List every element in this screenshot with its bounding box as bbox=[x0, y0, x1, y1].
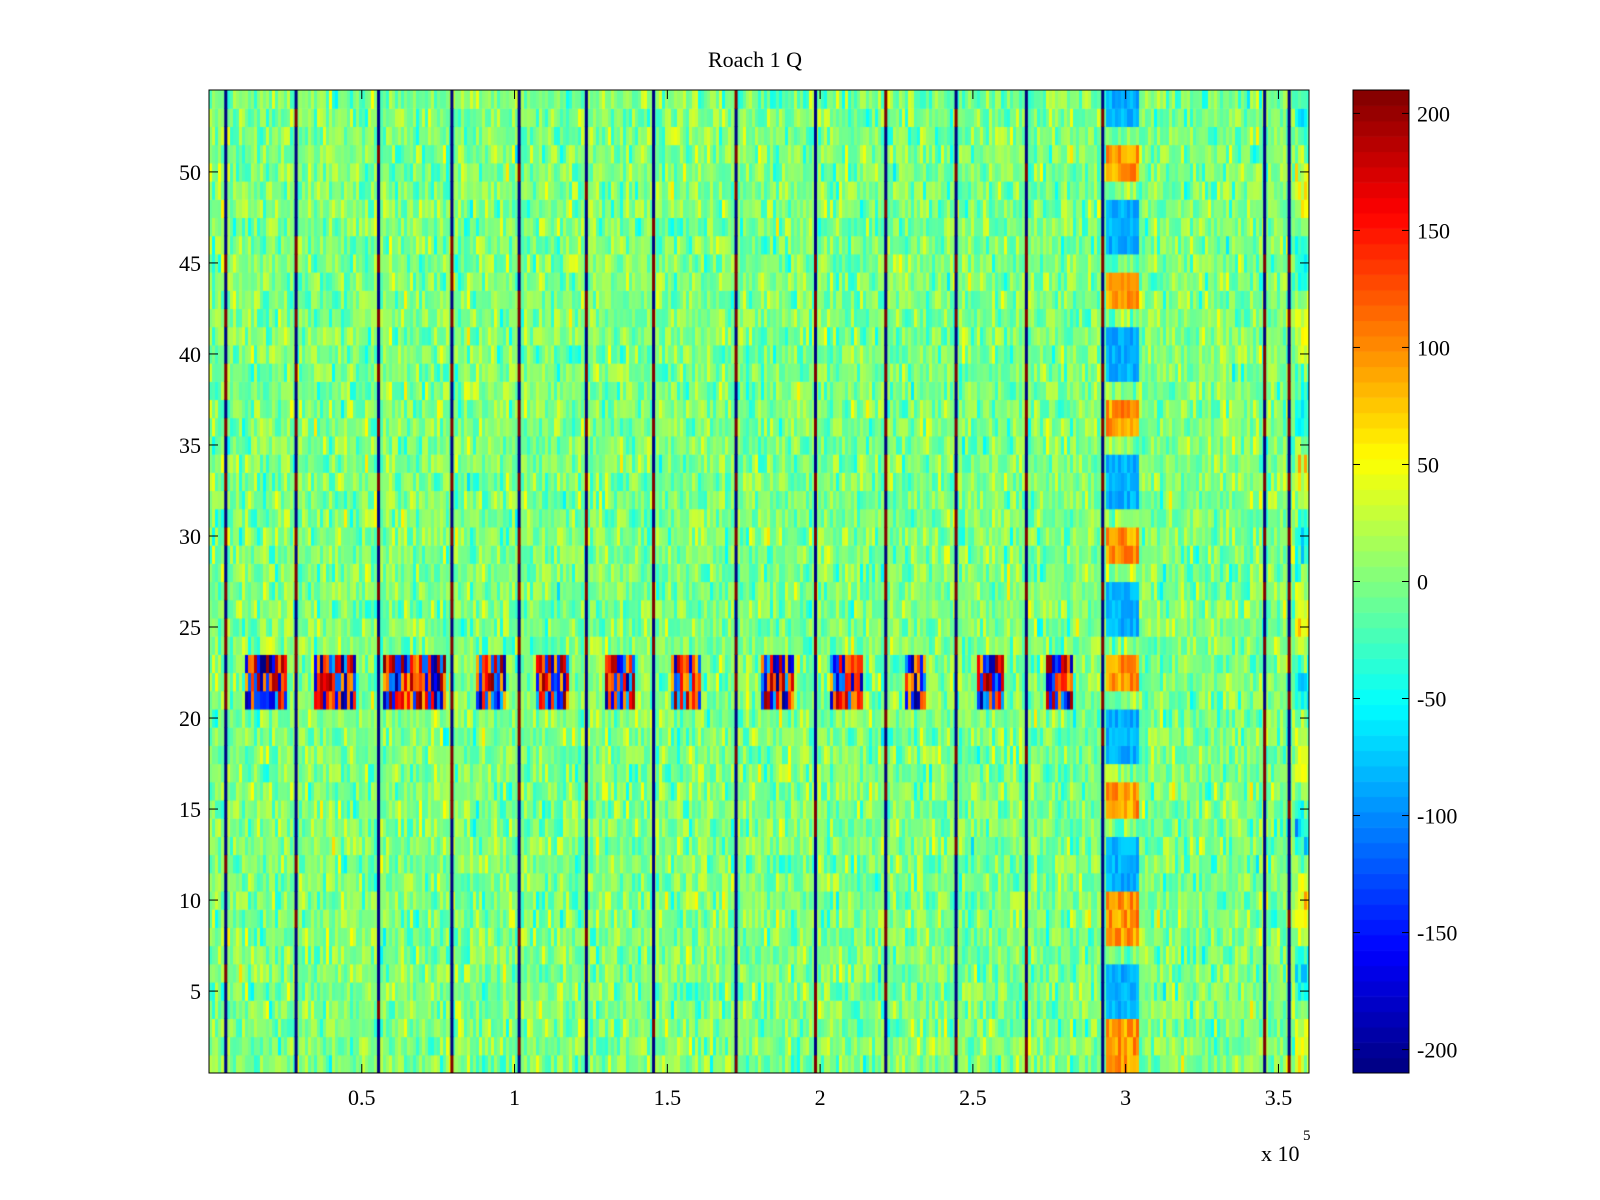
y-tick-label: 35 bbox=[179, 433, 201, 458]
colorbar-tick-label: 50 bbox=[1417, 452, 1439, 477]
y-tick-label: 45 bbox=[179, 251, 201, 276]
x-tick-label: 1 bbox=[509, 1085, 520, 1110]
colorbar-tick-label: -50 bbox=[1417, 687, 1446, 712]
colorbar-tick-label: -150 bbox=[1417, 921, 1457, 946]
colorbar-axes: -200 -150 -100 -50 0 50 100 150 200 bbox=[1352, 89, 1457, 1074]
x-tick-label: 2.5 bbox=[959, 1085, 987, 1110]
chart-title: Roach 1 Q bbox=[708, 47, 802, 72]
y-tick-label: 20 bbox=[179, 706, 201, 731]
x-tick-label: 2 bbox=[815, 1085, 826, 1110]
x-tick-label: 0.5 bbox=[348, 1085, 376, 1110]
colorbar-tick-label: 100 bbox=[1417, 335, 1450, 360]
colorbar-frame bbox=[1352, 89, 1410, 1074]
y-tick-label: 10 bbox=[179, 888, 201, 913]
colorbar-tick-label: 0 bbox=[1417, 570, 1428, 595]
y-tick-label: 5 bbox=[190, 979, 201, 1004]
heatmap-image bbox=[209, 90, 1309, 1073]
y-tick-label: 25 bbox=[179, 615, 201, 640]
x-tick-label: 3 bbox=[1120, 1085, 1131, 1110]
y-tick-label: 40 bbox=[179, 342, 201, 367]
x-tick-label: 1.5 bbox=[654, 1085, 682, 1110]
plot-frame bbox=[208, 89, 1310, 1074]
colorbar-tick-label: -200 bbox=[1417, 1038, 1457, 1063]
x-exponent-power: 5 bbox=[1303, 1128, 1311, 1144]
x-tick-label: 3.5 bbox=[1265, 1085, 1293, 1110]
x-exponent-label: x 10 bbox=[1261, 1141, 1300, 1166]
y-tick-label: 50 bbox=[179, 160, 201, 185]
y-tick-label: 15 bbox=[179, 797, 201, 822]
colorbar-tick-label: 200 bbox=[1417, 101, 1450, 126]
y-tick-label: 30 bbox=[179, 524, 201, 549]
colorbar-tick-label: 150 bbox=[1417, 218, 1450, 243]
main-axes: 0.5 1 1.5 2 2.5 3 3.5 5 10 15 20 25 30 35 40 45 50 bbox=[179, 89, 1310, 1110]
colorbar-tick-label: -100 bbox=[1417, 804, 1457, 829]
colorbar-gradient bbox=[1353, 90, 1409, 1073]
